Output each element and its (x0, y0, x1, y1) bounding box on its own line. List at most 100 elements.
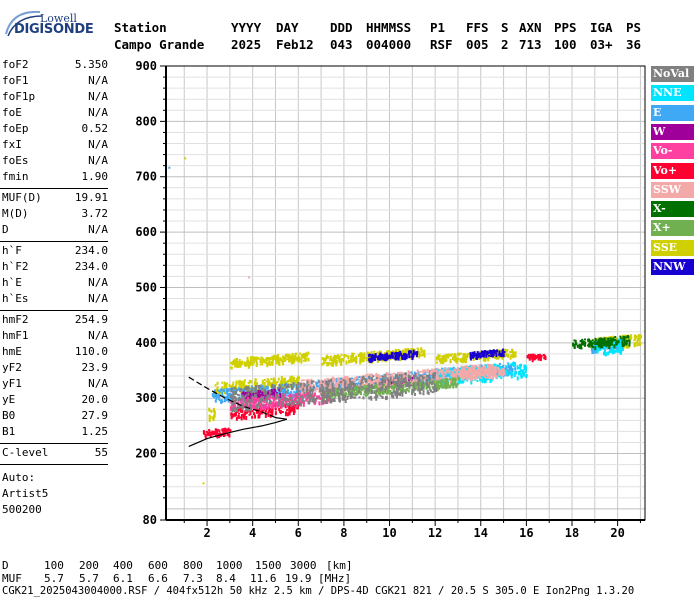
data-point (474, 364, 477, 368)
data-point (213, 407, 216, 410)
parameter-value: 3.72 (81, 207, 109, 220)
data-point (265, 357, 268, 362)
data-point (244, 401, 247, 405)
data-point (523, 364, 526, 369)
data-point (480, 350, 483, 355)
data-point (403, 375, 406, 378)
data-point (419, 374, 422, 377)
data-point (375, 372, 378, 377)
data-point (258, 386, 261, 390)
data-point (394, 391, 397, 396)
data-point (232, 406, 235, 409)
data-point (510, 376, 513, 379)
data-point (364, 389, 367, 394)
data-point (529, 353, 532, 357)
data-point (300, 360, 303, 364)
data-point (388, 379, 391, 384)
data-point (624, 343, 627, 346)
parameter-value: 0.52 (81, 122, 109, 135)
data-point (374, 353, 377, 356)
data-point (348, 377, 351, 382)
data-point (635, 341, 638, 344)
data-point (402, 375, 405, 380)
data-point (496, 364, 499, 368)
data-point (618, 347, 621, 350)
data-point (378, 387, 381, 390)
data-point (345, 383, 348, 388)
data-point (320, 381, 323, 386)
data-point (345, 360, 348, 365)
data-point (391, 355, 394, 359)
data-point (292, 394, 295, 399)
data-point (633, 344, 636, 348)
data-point (272, 402, 275, 407)
data-point (380, 390, 383, 393)
outlier-point (202, 482, 205, 485)
data-point (603, 343, 606, 346)
data-point (407, 374, 410, 379)
data-point (443, 381, 446, 384)
muf-table-d-value: 400 (113, 559, 133, 572)
data-point (282, 385, 285, 389)
data-point (426, 368, 429, 372)
parameter-row: MUF(D) 19.91 (2, 191, 108, 207)
data-point (412, 382, 415, 387)
data-point (229, 387, 232, 391)
data-point (217, 389, 220, 392)
data-point (604, 345, 607, 350)
data-point (307, 387, 310, 390)
data-point (357, 353, 360, 357)
data-point (399, 380, 402, 385)
data-point (586, 344, 589, 347)
data-point (464, 357, 467, 360)
muf-table-d-value: 1000 (216, 559, 243, 572)
data-point (600, 340, 603, 345)
y-tick-label: 200 (135, 447, 157, 461)
data-point (530, 354, 533, 358)
data-point (265, 390, 268, 395)
data-point (258, 412, 261, 416)
data-point (467, 369, 470, 372)
data-point (288, 398, 291, 401)
data-point (382, 378, 385, 383)
data-point (270, 382, 273, 387)
data-point (478, 377, 481, 381)
data-point (389, 376, 392, 381)
data-point (494, 350, 497, 354)
data-point (361, 386, 364, 389)
data-point (461, 376, 464, 381)
data-point (248, 400, 251, 405)
data-point (230, 387, 233, 390)
data-point (505, 367, 508, 370)
data-point (325, 387, 328, 391)
data-point (377, 353, 380, 357)
data-point (620, 348, 623, 352)
data-point (599, 348, 602, 351)
data-point (260, 384, 263, 387)
data-point (435, 380, 438, 384)
data-point (335, 356, 338, 360)
data-point (257, 397, 260, 402)
data-point (376, 351, 379, 355)
data-point (229, 366, 232, 369)
data-point (615, 345, 618, 348)
data-point (267, 411, 270, 416)
muf-table-d-unit: [km] (326, 559, 353, 572)
data-point (272, 391, 275, 396)
data-point (267, 357, 270, 360)
data-point (358, 396, 361, 399)
data-point (390, 393, 393, 398)
data-point (383, 380, 386, 384)
data-point (430, 380, 433, 383)
data-point (359, 385, 362, 390)
data-point (425, 387, 428, 390)
data-point (246, 360, 249, 364)
data-point (482, 374, 485, 377)
data-point (336, 382, 339, 386)
data-point (332, 386, 335, 390)
parameter-row: foEp 0.52 (2, 122, 108, 138)
data-point (218, 429, 221, 433)
parameter-name: h`Es (2, 292, 29, 305)
data-point (325, 380, 328, 385)
data-point (282, 403, 285, 407)
